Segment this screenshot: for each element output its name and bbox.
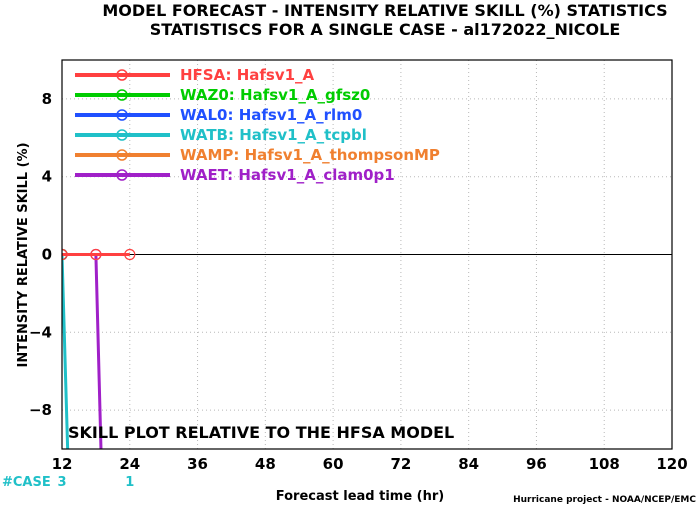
y-tick-label: −8	[29, 401, 52, 419]
legend-item: WAET: Hafsv1_A_clam0p1	[75, 166, 395, 184]
x-tick-label: 120	[656, 455, 687, 473]
legend-swatch-marker	[116, 89, 128, 101]
legend-item: WATB: Hafsv1_A_tcpbl	[75, 126, 367, 144]
legend-swatch-marker	[116, 149, 128, 161]
x-tick-label: 108	[589, 455, 620, 473]
chart-subtitle: STATISTISCS FOR A SINGLE CASE - al172022…	[150, 20, 621, 39]
plot-frame	[61, 59, 673, 450]
legend-swatch-marker	[116, 109, 128, 121]
legend-item: HFSA: Hafsv1_A	[75, 66, 315, 84]
x-axis-label: Forecast lead time (hr)	[276, 489, 444, 504]
annotation: SKILL PLOT RELATIVE TO THE HFSA MODEL	[68, 423, 454, 442]
grid	[62, 60, 672, 449]
case-count: 3	[57, 475, 66, 490]
series-lines	[62, 248, 136, 449]
y-tick-label: −4	[29, 323, 52, 341]
x-tick-labels: 12 24 36 48 60 72 84 96 108 120	[52, 455, 688, 473]
y-tick-labels: 8 4 0 −4 −8	[29, 90, 52, 419]
legend-item: WAZ0: Hafsv1_A_gfsz0	[75, 86, 370, 104]
legend-label: WATB: Hafsv1_A_tcpbl	[180, 126, 367, 144]
legend-swatch-marker	[116, 69, 128, 81]
legend-label: WAMP: Hafsv1_A_thompsonMP	[180, 146, 440, 164]
legend: HFSA: Hafsv1_A WAZ0: Hafsv1_A_gfsz0 WAL0: …	[75, 66, 440, 184]
legend-label: HFSA: Hafsv1_A	[180, 66, 315, 84]
y-tick-label: 4	[42, 168, 52, 186]
x-tick-label: 96	[526, 455, 547, 473]
legend-label: WAL0: Hafsv1_A_rlm0	[180, 106, 362, 124]
legend-label: WAET: Hafsv1_A_clam0p1	[180, 166, 395, 184]
legend-item: WAMP: Hafsv1_A_thompsonMP	[75, 146, 440, 164]
legend-label: WAZ0: Hafsv1_A_gfsz0	[180, 86, 370, 104]
series-line	[62, 254, 70, 449]
credit-text: Hurricane project - NOAA/NCEP/EMC	[513, 495, 696, 505]
y-tick-label: 8	[42, 90, 52, 108]
x-tick-label: 12	[52, 455, 73, 473]
chart-title: MODEL FORECAST - INTENSITY RELATIVE SKIL…	[102, 1, 667, 20]
series-point	[62, 248, 68, 261]
x-tick-label: 84	[458, 455, 479, 473]
series-point	[90, 248, 102, 261]
x-tick-label: 60	[323, 455, 344, 473]
y-axis-label: INTENSITY RELATIVE SKILL (%)	[16, 142, 31, 367]
y-tick-label: 0	[42, 246, 52, 264]
legend-swatch-marker	[116, 169, 128, 181]
x-tick-label: 36	[187, 455, 208, 473]
case-count: 1	[125, 475, 134, 490]
legend-item: WAL0: Hafsv1_A_rlm0	[75, 106, 362, 124]
case-label: #CASE	[2, 475, 51, 490]
x-tick-label: 72	[390, 455, 411, 473]
x-tick-label: 48	[255, 455, 276, 473]
legend-swatch-marker	[116, 129, 128, 141]
series-group	[62, 248, 136, 449]
x-tick-label: 24	[119, 455, 140, 473]
series-point	[124, 248, 136, 261]
